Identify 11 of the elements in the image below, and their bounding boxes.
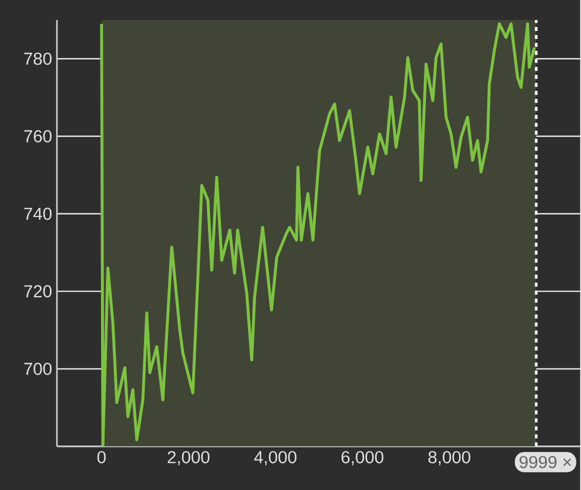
- y-tick-label: 720: [24, 285, 52, 298]
- x-tick-label: 6,000: [342, 450, 384, 466]
- ref-line-label: 9999 ×: [520, 456, 572, 468]
- x-tick-label: 4,000: [254, 450, 296, 466]
- x-tick-label: 2,000: [168, 450, 210, 466]
- y-tick-label: 700: [24, 362, 52, 375]
- x-tick-label: 8,000: [428, 450, 470, 466]
- y-tick-label: 780: [24, 52, 52, 65]
- y-tick-label: 740: [24, 207, 52, 220]
- x-tick-label: 0: [97, 450, 106, 464]
- y-tick-label: 760: [24, 130, 52, 142]
